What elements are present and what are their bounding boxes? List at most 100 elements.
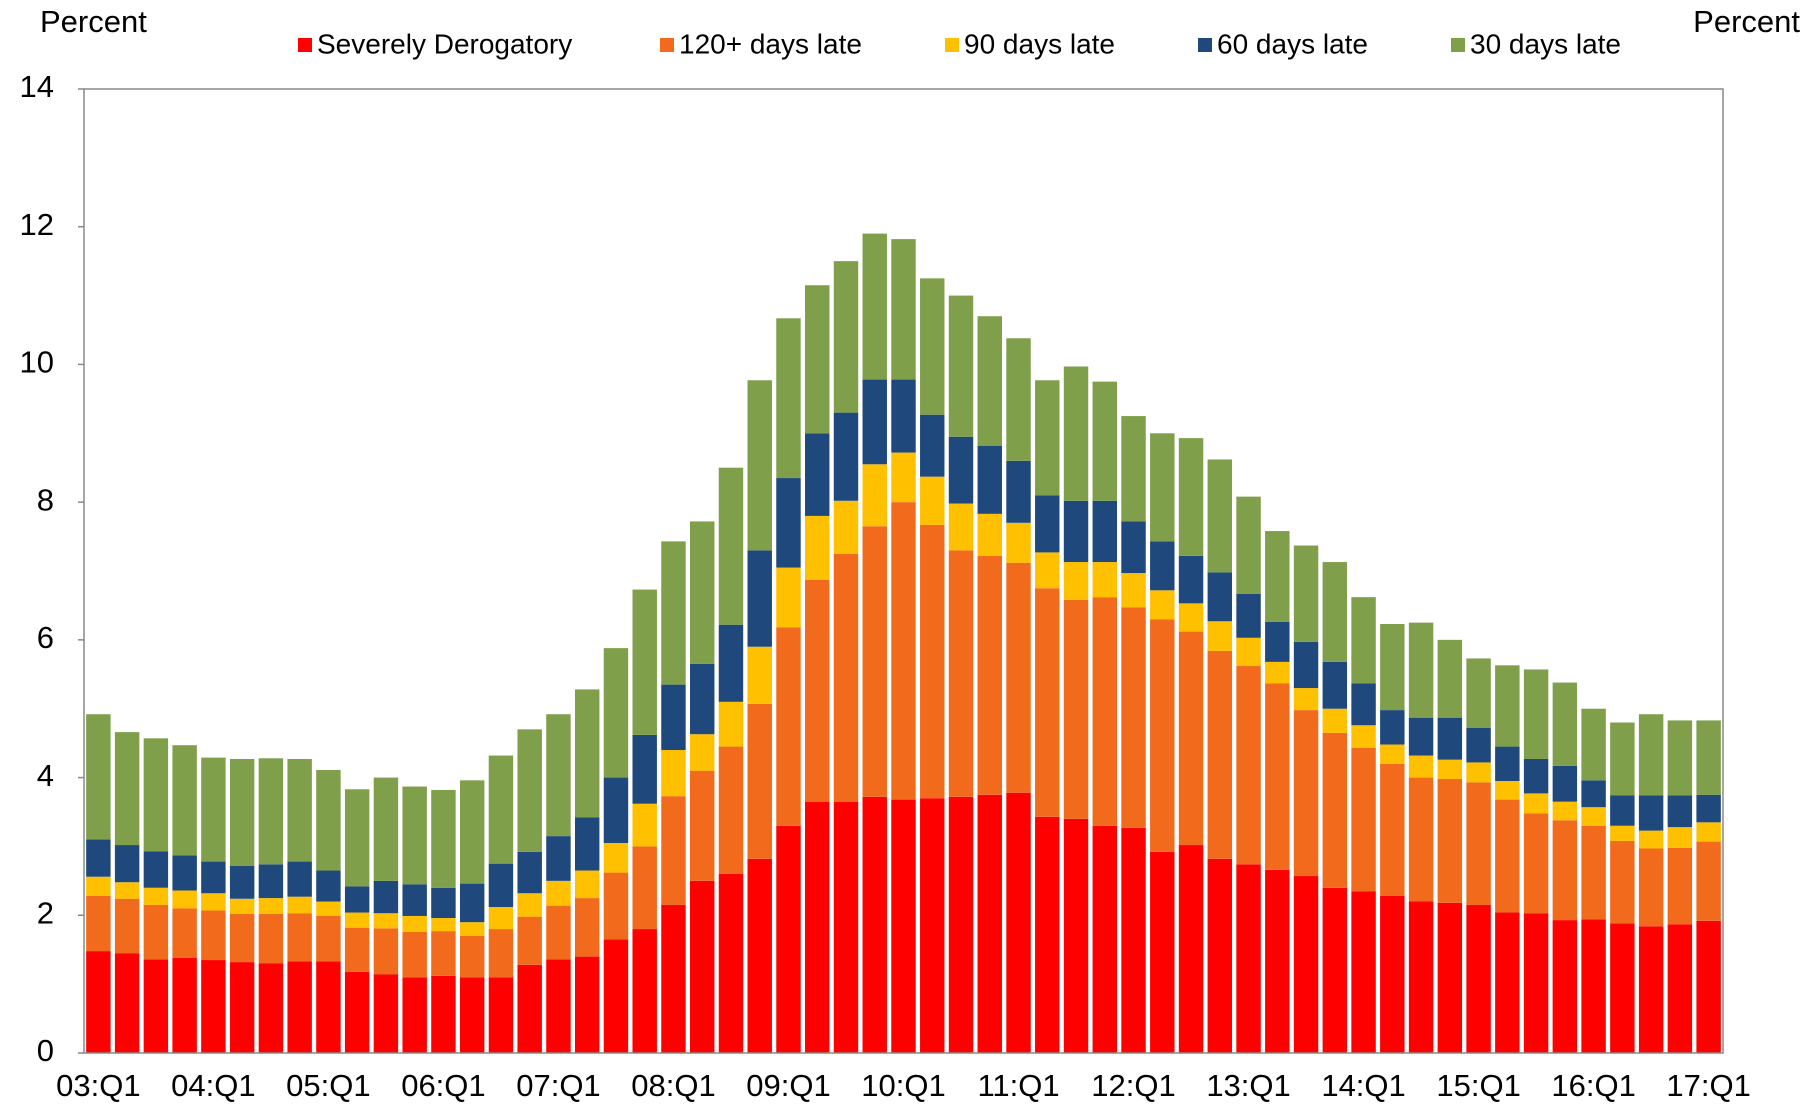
bar-segment xyxy=(201,757,226,862)
bar-segment xyxy=(1265,661,1290,684)
bar-segment xyxy=(1092,500,1118,563)
bar-segment xyxy=(833,412,859,501)
bar-segment xyxy=(86,839,111,877)
bar-segment xyxy=(1696,920,1721,1053)
bar-segment xyxy=(891,502,916,800)
bar-segment xyxy=(229,758,255,866)
bar-segment xyxy=(1265,869,1290,1053)
bar-segment xyxy=(201,893,226,911)
bar-segment xyxy=(661,796,686,905)
y2-axis-label: Percent xyxy=(1693,4,1800,39)
bar-segment xyxy=(1121,573,1146,608)
bar-segment xyxy=(488,863,514,908)
bar-segment xyxy=(603,939,629,1053)
bar-segment xyxy=(1437,717,1463,760)
bar-segment xyxy=(1035,552,1060,589)
bar-segment xyxy=(574,870,600,899)
bar-segment xyxy=(689,770,715,881)
bar-segment xyxy=(1552,682,1578,766)
bar-segment xyxy=(1638,848,1664,927)
bar-segment xyxy=(201,861,226,894)
bar-segment xyxy=(1380,744,1405,764)
bar-segment xyxy=(1063,366,1089,501)
bar-segment xyxy=(172,890,197,909)
bar-segment xyxy=(603,872,629,940)
bar-segment xyxy=(373,880,399,914)
bar-segment xyxy=(1006,338,1031,461)
bar-segment xyxy=(1466,658,1491,728)
legend-label: 30 days late xyxy=(1470,28,1621,59)
bar-segment xyxy=(1063,562,1089,600)
bar-segment xyxy=(805,433,830,516)
bar-segment xyxy=(86,951,111,1053)
bar-segment xyxy=(1293,710,1319,877)
bar-segment xyxy=(1581,780,1606,808)
bar-segment xyxy=(718,467,744,625)
bar-segment xyxy=(977,555,1002,795)
bar-segment xyxy=(114,898,140,954)
bar-segment xyxy=(689,663,715,735)
bar-segment xyxy=(1092,597,1118,826)
bar-segment xyxy=(1178,845,1204,1053)
bar-segment xyxy=(833,261,859,413)
bar-segment xyxy=(661,684,686,751)
bar-segment xyxy=(172,908,197,958)
bar-segment xyxy=(1207,459,1233,573)
bar-segment xyxy=(1265,683,1290,870)
bar-segment xyxy=(1667,720,1693,796)
bar-segment xyxy=(201,960,226,1053)
bar-segment xyxy=(632,846,657,930)
bar-segment xyxy=(86,896,111,952)
bar-segment xyxy=(546,880,571,906)
bar-segment xyxy=(1121,827,1146,1053)
bar-segment xyxy=(805,579,830,802)
bar-segment xyxy=(1638,714,1664,796)
bar-segment xyxy=(1006,460,1031,523)
bar-segment xyxy=(287,758,312,862)
bar-segment xyxy=(1523,793,1549,814)
bar-segment xyxy=(1035,588,1060,817)
x-tick-label: 16:Q1 xyxy=(1551,1068,1635,1103)
bar-segment xyxy=(517,729,542,852)
bar-segment xyxy=(258,864,284,899)
legend-swatch xyxy=(945,38,959,52)
bar-segment xyxy=(143,959,169,1053)
bar-segment xyxy=(114,953,140,1053)
bar-segment xyxy=(1293,641,1319,689)
bar-segment xyxy=(1150,541,1175,591)
bar-segment xyxy=(229,865,255,899)
bar-segment xyxy=(1236,864,1261,1053)
bar-segment xyxy=(977,513,1002,556)
bar-segment xyxy=(1178,438,1204,556)
bar-segment xyxy=(603,842,629,873)
bar-segment xyxy=(1408,755,1434,778)
bar-segment xyxy=(891,379,916,453)
bar-segment xyxy=(546,905,571,960)
bar-segment xyxy=(1207,650,1233,859)
bar-segment xyxy=(1610,923,1635,1053)
bar-segment xyxy=(805,285,830,434)
bar-segment xyxy=(1322,732,1348,888)
bar-segment xyxy=(1581,708,1606,781)
bar-segment xyxy=(373,913,399,929)
bar-segment xyxy=(1581,919,1606,1053)
bar-segment xyxy=(1236,666,1261,865)
legend-swatch xyxy=(298,38,312,52)
bar-segment xyxy=(344,971,370,1053)
bar-segment xyxy=(1121,521,1146,574)
bar-segment xyxy=(546,836,571,881)
legend-swatch xyxy=(660,38,674,52)
bar-segment xyxy=(546,714,571,837)
bar-segment xyxy=(977,316,1002,446)
bar-segment xyxy=(718,873,744,1053)
y-tick-label: 14 xyxy=(20,69,54,104)
bar-segment xyxy=(1150,433,1175,542)
x-tick-label: 09:Q1 xyxy=(746,1068,830,1103)
bar-segment xyxy=(862,233,887,380)
bar-segment xyxy=(1351,683,1376,726)
bar-segment xyxy=(1466,762,1491,783)
bar-segment xyxy=(402,977,427,1053)
bar-segment xyxy=(661,750,686,797)
bar-segment xyxy=(402,915,427,932)
bar-segment xyxy=(1236,496,1261,594)
